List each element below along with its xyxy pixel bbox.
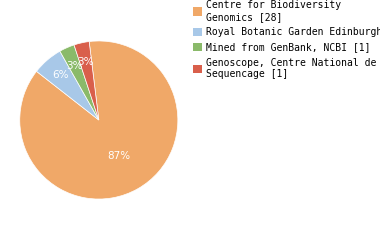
Text: 6%: 6% (52, 70, 68, 80)
Legend: Centre for Biodiversity
Genomics [28], Royal Botanic Garden Edinburgh [2], Mined: Centre for Biodiversity Genomics [28], R… (193, 0, 380, 79)
Text: 3%: 3% (78, 57, 94, 67)
Text: 87%: 87% (108, 151, 131, 161)
Wedge shape (36, 51, 99, 120)
Text: 3%: 3% (66, 61, 83, 71)
Wedge shape (20, 41, 178, 199)
Wedge shape (60, 45, 99, 120)
Wedge shape (74, 42, 99, 120)
